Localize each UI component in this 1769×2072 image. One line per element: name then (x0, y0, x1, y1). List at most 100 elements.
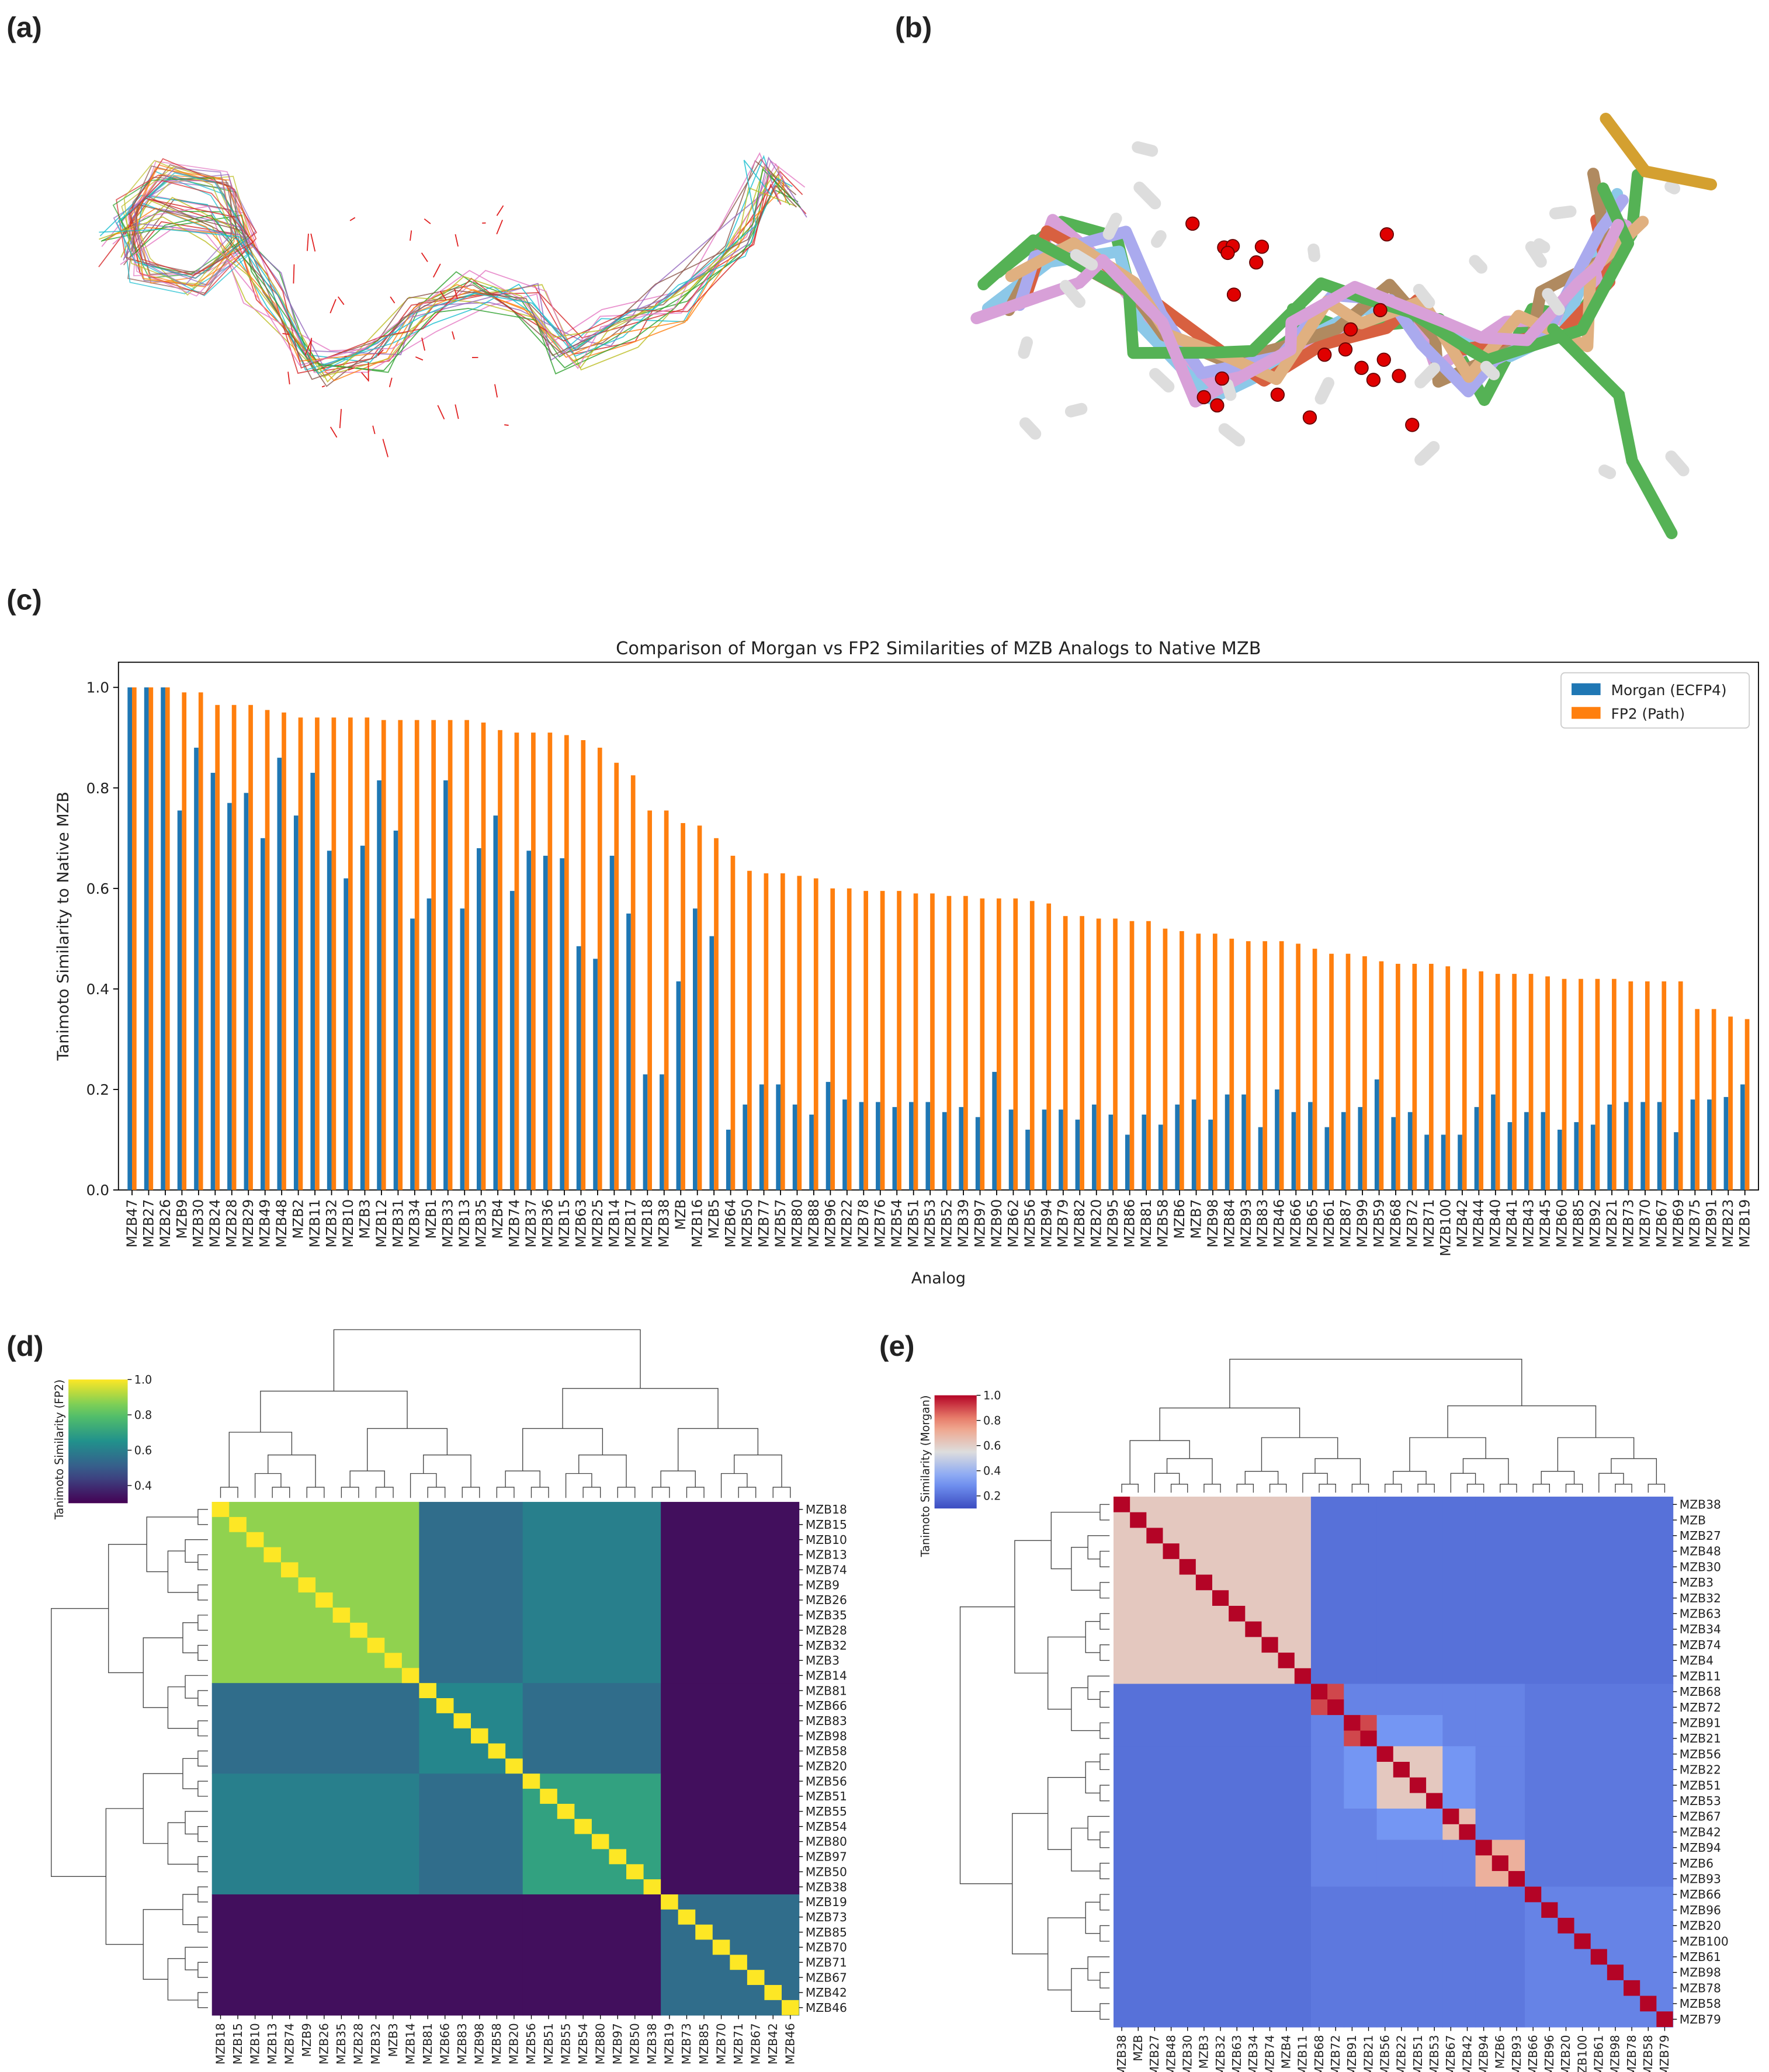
bar (1059, 1109, 1063, 1191)
bar (1208, 1119, 1213, 1191)
col-label: MZB48 (1164, 2035, 1178, 2072)
x-tick-label: MZB34 (407, 1199, 423, 1248)
bar (1229, 938, 1234, 1191)
bar (797, 876, 802, 1191)
dendrogram-branch (197, 1886, 208, 1903)
wire-oxygen (496, 220, 503, 235)
col-label: MZB71 (731, 2023, 745, 2064)
col-label: MZB74 (1262, 2035, 1277, 2072)
heatmap-diagonal-cell (1146, 1528, 1163, 1544)
x-tick-label: MZB60 (1554, 1199, 1570, 1248)
row-label: MZB (1680, 1513, 1706, 1527)
dendrogram-branch (720, 1473, 748, 1498)
stick-oxygen (1376, 352, 1391, 367)
wire-oxygen (304, 341, 312, 356)
dendrogram-branch (375, 1487, 394, 1498)
bar (1042, 1109, 1047, 1191)
bar (709, 936, 714, 1191)
row-label: MZB74 (806, 1563, 847, 1577)
x-tick-label: MZB25 (589, 1199, 606, 1248)
bar (880, 891, 885, 1191)
x-tick-label: MZB77 (755, 1199, 772, 1248)
bar (1744, 1019, 1750, 1191)
wire-oxygen (329, 299, 337, 314)
dendrogram-branch (582, 1487, 601, 1498)
dendrogram-branch (1099, 1550, 1110, 1567)
dendrogram-branch (105, 1808, 144, 1945)
bar (1579, 978, 1583, 1191)
col-label: MZB56 (1378, 2035, 1392, 2072)
bar (1595, 978, 1600, 1191)
col-label: MZB10 (248, 2023, 262, 2064)
bar (1428, 963, 1434, 1191)
row-label: MZB14 (806, 1668, 847, 1682)
dendrogram-branch (197, 1615, 208, 1631)
row-label: MZB66 (1680, 1887, 1721, 1901)
x-tick-label: MZB99 (1354, 1199, 1371, 1248)
heatmap-diagonal-cell (1475, 1840, 1492, 1856)
bar (165, 687, 170, 1191)
wire-oxygen (439, 290, 447, 301)
wire-ring (127, 179, 249, 297)
x-tick-label: MZB72 (1404, 1199, 1420, 1248)
col-label: MZB63 (1230, 2035, 1244, 2072)
bar (1329, 953, 1334, 1191)
bar (265, 710, 270, 1191)
dendrogram-branch (1261, 1437, 1338, 1471)
col-label: MZB38 (645, 2023, 659, 2064)
dendrogram-branch (167, 1958, 198, 2001)
bar (1142, 1115, 1147, 1191)
bar (630, 775, 636, 1191)
heatmap-cell (1310, 1809, 1344, 1841)
bar (847, 888, 852, 1191)
bar (344, 878, 349, 1191)
col-label: MZB73 (679, 2023, 693, 2064)
wire-bond (137, 178, 793, 371)
stick-oxygen (1220, 245, 1235, 261)
heatmap-diagonal-cell (229, 1516, 247, 1532)
heatmap-cell (1344, 1497, 1378, 1685)
heatmap-diagonal-cell (1640, 1995, 1657, 2012)
x-tick-label: MZB93 (1238, 1199, 1254, 1248)
bar (148, 687, 154, 1191)
heatmap-diagonal-cell (626, 1864, 644, 1880)
x-tick-label: MZB90 (988, 1199, 1005, 1248)
heatmap-diagonal-cell (643, 1879, 661, 1894)
row-label: MZB35 (806, 1608, 847, 1622)
heatmap-diagonal-cell (1525, 1886, 1542, 1903)
x-tick-label: MZB86 (1122, 1199, 1138, 1248)
dendrogram-branch (1085, 1761, 1100, 1794)
col-label: MZB91 (1345, 2035, 1359, 2072)
x-tick-label: MZB94 (1038, 1199, 1055, 1248)
stick-hydrogen (1151, 230, 1167, 248)
heatmap-diagonal-cell (263, 1547, 281, 1563)
wire-oxygen (282, 333, 290, 335)
heatmap-diagonal-cell (1278, 1653, 1295, 1668)
x-tick-label: MZB41 (1504, 1199, 1520, 1248)
dendrogram-branch (146, 1516, 198, 1573)
x-tick-label: MZB42 (1454, 1199, 1470, 1248)
bar (277, 758, 282, 1191)
dendrogram-branch (185, 1675, 208, 1699)
x-tick-label: MZB78 (855, 1199, 872, 1248)
dendrogram-branch (505, 1470, 540, 1487)
bar (1125, 1134, 1130, 1191)
dendrogram-branch (1466, 1484, 1484, 1493)
row-label: MZB68 (1680, 1685, 1721, 1699)
heatmap-cell (1442, 1886, 1476, 2028)
col-label: MZB94 (1476, 2035, 1490, 2072)
dendrogram-branch (678, 1428, 759, 1471)
stick-oxygen (1373, 303, 1388, 318)
row-label: MZB61 (1680, 1950, 1721, 1964)
bar (1474, 1107, 1479, 1191)
wire-oxygen (415, 356, 424, 361)
bar (1495, 974, 1500, 1191)
row-label: MZB63 (1680, 1607, 1721, 1621)
bar (593, 959, 598, 1191)
x-tick-label: MZB85 (1570, 1199, 1587, 1248)
stick-hydrogen (1525, 241, 1547, 268)
stick-hydrogen (1665, 450, 1690, 477)
bar (792, 1104, 797, 1191)
dendrogram-branch (197, 1554, 208, 1571)
heatmap-diagonal-cell (505, 1758, 523, 1774)
